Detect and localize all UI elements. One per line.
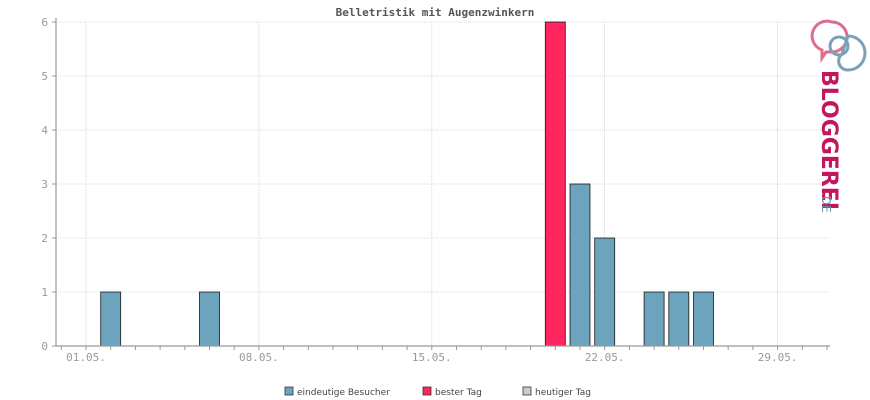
legend: eindeutige Besucher bester Tag heutiger Ta…: [284, 386, 591, 398]
logo-suffix: .DE: [819, 192, 833, 213]
y-tick-label: 3: [41, 178, 48, 191]
bloggerei-logo: BLOGGEREI .DE: [810, 19, 867, 213]
legend-label: bester Tag: [435, 388, 482, 398]
legend-swatch: [422, 386, 432, 396]
legend-label: heutiger Tag: [535, 388, 591, 398]
legend-label: eindeutige Besucher: [297, 388, 390, 398]
legend-swatch: [284, 386, 294, 396]
y-tick-label: 2: [41, 232, 48, 245]
axes: [52, 18, 830, 350]
grid: [56, 21, 830, 346]
bar: [693, 291, 714, 347]
y-tick-labels: 0 1 2 3 4 5 6: [41, 16, 48, 353]
x-tick-label: 22.05.: [585, 351, 625, 364]
y-tick-label: 0: [41, 340, 48, 353]
x-tick-label: 15.05.: [412, 351, 452, 364]
x-tick-label: 29.05.: [758, 351, 798, 364]
legend-item: heutiger Tag: [522, 386, 591, 398]
speech-bubbles-icon: [810, 19, 867, 72]
x-tick-label: 01.05.: [66, 351, 106, 364]
bar: [569, 183, 591, 347]
legend-swatch: [522, 386, 532, 396]
legend-item: eindeutige Besucher: [284, 386, 390, 398]
bar: [544, 21, 566, 347]
y-tick-label: 4: [41, 124, 48, 137]
chart-title: Belletristik mit Augenzwinkern: [336, 6, 535, 19]
bar: [199, 291, 220, 347]
y-tick-label: 6: [41, 16, 48, 29]
bar: [594, 237, 616, 347]
x-tick-labels: 01.05. 08.05. 15.05. 22.05. 29.05.: [66, 351, 797, 364]
bar: [100, 291, 122, 347]
bar: [643, 291, 665, 347]
y-tick-label: 5: [41, 70, 48, 83]
logo-text: BLOGGEREI: [816, 70, 841, 210]
y-tick-label: 1: [41, 286, 48, 299]
x-tick-label: 08.05.: [239, 351, 279, 364]
bar: [668, 291, 690, 347]
legend-item: bester Tag: [422, 386, 482, 398]
